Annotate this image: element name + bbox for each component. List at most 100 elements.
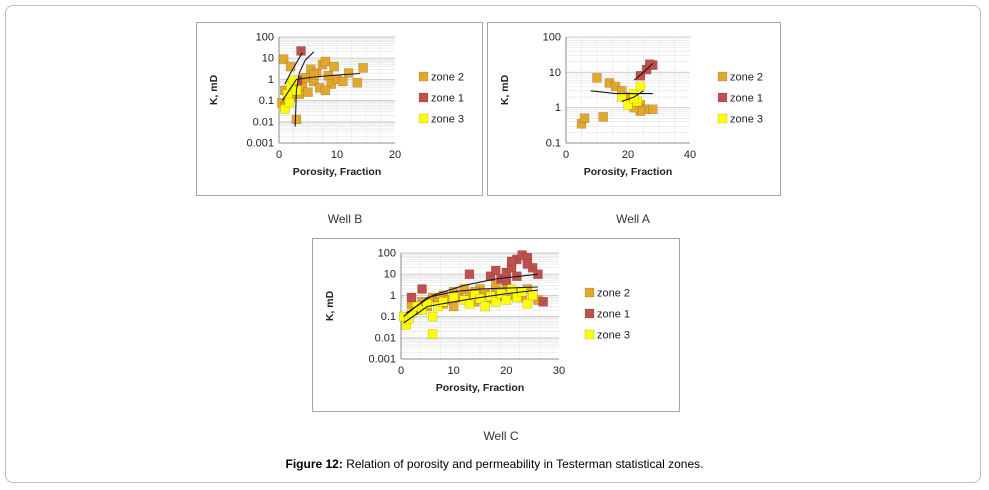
data-point-zone-3 [480,301,491,312]
trend-line-zone-1 [284,52,303,85]
x-axis-label: Porosity, Fraction [293,166,382,178]
chart-panel-well-c: 100 10 1 0.1 0.01 0.001 0 10 20 30 Porosity, Fract… [312,238,680,412]
data-point-zone-2 [579,113,590,124]
data-point-zone-2 [598,112,608,122]
y-tick-label: 0.01 [253,116,274,128]
data-point-zone-3 [448,292,459,303]
data-point-zone-3 [284,97,295,108]
data-point-zone-1 [406,292,417,303]
y-tick-label: 0.01 [375,332,396,344]
data-point-zone-2 [491,280,501,291]
x-axis-label: Porosity, Fraction [436,382,525,394]
legend-label-zone-1: zone 1 [730,93,763,105]
x-tick-label: 10 [448,365,460,377]
data-point-zone-1 [485,271,496,282]
trend-line-zone-2 [590,90,653,95]
legend-label-zone-1: zone 1 [597,309,630,321]
y-tick-label: 100 [256,32,274,44]
y-tick-label: 0.1 [259,95,274,107]
data-point-zone-1 [501,275,512,286]
chart-panel-well-a: 100 10 1 0.1 0 20 40 Porosity, Fraction K, mD zon… [487,22,781,196]
legend-swatch-zone-3 [584,329,595,340]
well-a-label: Well A [616,212,650,226]
legend-swatch-zone-1 [717,92,728,103]
data-point-zone-3 [623,100,633,110]
legend-label-zone-2: zone 2 [431,72,464,84]
data-point-zone-2 [329,61,339,72]
legend-label-zone-3: zone 3 [597,330,630,342]
x-tick-label: 20 [389,149,401,161]
x-tick-label: 20 [622,149,634,161]
data-point-zone-1 [538,297,548,307]
legend-label-zone-3: zone 3 [730,114,763,126]
data-point-zone-1 [491,265,501,276]
figure-caption: Figure 12: Relation of porosity and perm… [0,457,989,471]
y-tick-label: 0.1 [381,311,396,323]
y-tick-label: 10 [262,53,274,65]
y-tick-label: 10 [384,269,396,281]
data-point-zone-1 [417,284,427,294]
legend-label-zone-1: zone 1 [431,93,464,105]
data-point-zone-2 [326,79,336,89]
legend-label-zone-2: zone 2 [597,288,630,300]
data-point-zone-3 [464,299,475,309]
y-tick-label: 1 [268,74,274,86]
data-point-zone-2 [278,54,289,64]
data-point-zone-2 [303,87,313,97]
trend-line-zone-3 [294,51,315,127]
data-point-zone-3 [280,104,290,114]
legend-swatch-zone-2 [418,71,429,82]
well-c-label: Well C [483,429,519,443]
y-axis-label: K, mD [499,74,511,105]
x-axis-label: Porosity, Fraction [584,166,673,178]
data-point-zone-3 [427,311,438,322]
data-point-zone-2 [448,301,459,312]
x-tick-label: 0 [563,149,569,161]
y-tick-label: 1 [390,290,396,302]
data-point-zone-2 [592,73,602,83]
data-point-zone-1 [644,59,655,69]
y-tick-label: 0.1 [546,138,561,150]
x-tick-label: 0 [276,149,282,161]
data-point-zone-3 [427,329,438,339]
legend-swatch-zone-2 [717,71,728,82]
data-point-zone-2 [309,70,319,80]
caption-text: Relation of porosity and permeability in… [342,457,704,471]
data-point-zone-3 [433,301,443,312]
data-point-zone-3 [501,295,512,305]
data-point-zone-2 [352,77,363,88]
legend-swatch-zone-3 [418,113,429,124]
well-b-label: Well B [327,212,363,226]
data-point-zone-2 [343,68,354,78]
legend-label-zone-3: zone 3 [431,114,464,126]
data-point-zone-3 [617,92,627,102]
data-point-zone-2 [358,63,368,73]
data-point-zone-3 [522,299,533,309]
data-point-zone-1 [464,269,475,279]
y-axis-label: K, mD [324,290,336,321]
y-axis-label: K, mD [208,74,220,105]
y-tick-label: 0.001 [368,354,396,366]
x-tick-label: 10 [331,149,343,161]
x-tick-label: 30 [553,365,565,377]
data-point-zone-1 [635,71,646,81]
legend-swatch-zone-3 [717,113,728,124]
data-point-zone-3 [491,297,501,307]
data-point-zone-2 [320,56,331,67]
legend-swatch-zone-1 [418,92,429,103]
y-tick-label: 10 [549,67,561,79]
chart-well-a: 100 10 1 0.10 20 40 Porosity, Fraction K, mD zon… [499,32,763,179]
trend-line-zone-1 [633,62,654,81]
data-point-zone-2 [648,104,658,115]
y-tick-label: 0.001 [246,138,274,150]
x-tick-label: 40 [684,149,696,161]
data-point-zone-1 [522,259,533,269]
trend-line-zone-3 [621,90,644,102]
x-tick-label: 0 [398,365,404,377]
x-tick-label: 20 [500,365,512,377]
y-tick-label: 100 [543,32,561,44]
caption-label: Figure 12: [285,457,343,471]
data-point-zone-3 [438,297,448,307]
